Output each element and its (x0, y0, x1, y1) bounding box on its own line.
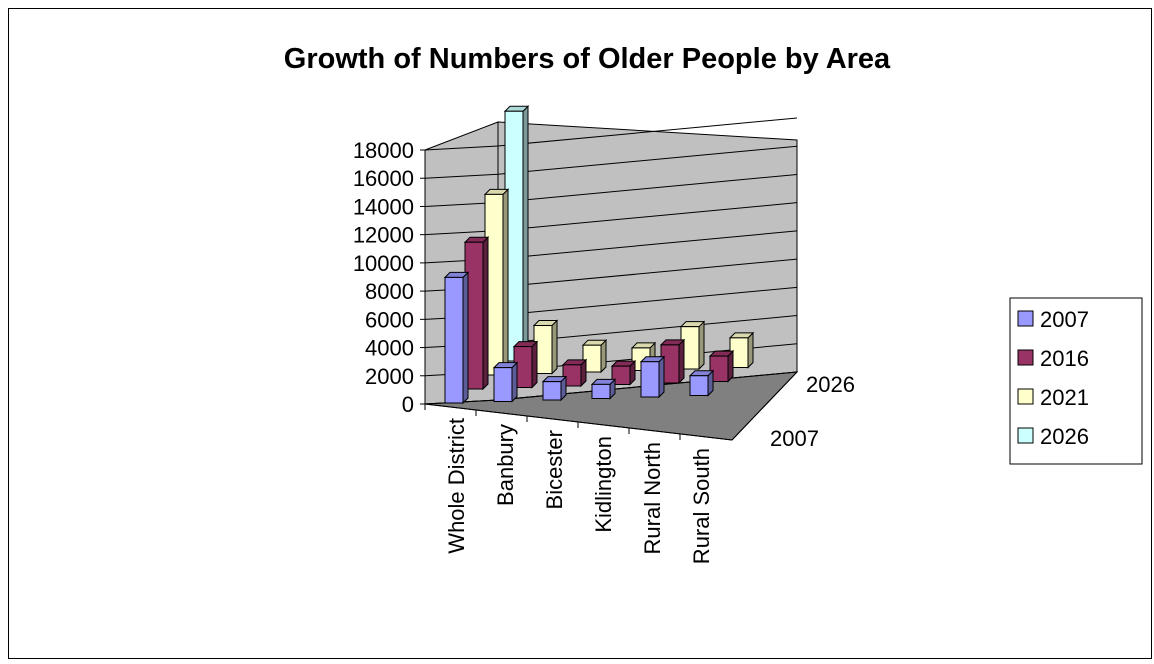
y-tick-label: 10000 (353, 251, 414, 276)
y-tick-label: 8000 (365, 279, 414, 304)
x-tick-label: Bicester (542, 430, 567, 509)
x-axis-labels: Whole District Banbury Bicester Kidlington R… (424, 403, 733, 564)
y-tick-label: 2000 (365, 364, 414, 389)
legend-swatch (1017, 427, 1034, 444)
x-tick-label: Kidlington (591, 436, 616, 533)
bar-whole-district-2026 (503, 105, 530, 363)
y-axis-ticks: 0 2000 4000 6000 8000 10000 12000 14000 16000 180… (353, 138, 425, 417)
legend-swatch (1017, 349, 1034, 366)
bar-rural-south-2007 (688, 369, 715, 397)
legend-item: 2016 (1017, 346, 1089, 371)
bar-rural-south-2016 (708, 349, 735, 383)
bar-whole-district-2016 (463, 236, 490, 391)
legend-label: 2007 (1040, 307, 1089, 332)
grid-line (424, 117, 798, 151)
bar-kidlington-2016 (610, 359, 637, 386)
x-tick-label: Whole District (444, 418, 469, 554)
legend-swatch (1017, 388, 1034, 405)
x-tick-label: Rural North (640, 442, 665, 554)
legend-label: 2016 (1040, 346, 1089, 371)
bar-rural-north-2021 (679, 320, 706, 371)
bar-kidlington-2007 (590, 378, 617, 400)
y-tick-label: 14000 (353, 194, 414, 219)
bar-rural-north-2007 (639, 355, 666, 399)
y-tick-label: 6000 (365, 307, 414, 332)
bar-banbury-2007 (492, 361, 519, 403)
depth-tick-label: 2026 (806, 372, 855, 397)
depth-axis-labels: 2007 2026 (731, 371, 855, 451)
legend-item: 2026 (1017, 424, 1089, 449)
x-tick-label: Rural South (689, 448, 714, 564)
legend-swatch (1017, 310, 1034, 327)
bar-rural-south-2021 (728, 331, 755, 369)
x-tick-label: Banbury (493, 424, 518, 506)
legend-item: 2021 (1017, 385, 1089, 410)
bar-whole-district-2007 (443, 271, 470, 405)
bar-bicester-2016 (561, 358, 588, 388)
depth-tick-label: 2007 (770, 426, 819, 451)
bar-rural-north-2016 (659, 338, 686, 385)
depth-axis-line (731, 371, 798, 441)
bar-bicester-2021 (581, 338, 608, 374)
chart-title: Growth of Numbers of Older People by Are… (284, 43, 891, 75)
grid-line (424, 145, 798, 179)
y-tick-label: 0 (402, 392, 414, 417)
y-tick-label: 4000 (365, 336, 414, 361)
bars (443, 105, 755, 405)
bar-banbury-2016 (512, 340, 539, 389)
legend-item: 2007 (1017, 307, 1089, 332)
y-tick-label: 12000 (353, 223, 414, 248)
y-tick-label: 18000 (353, 138, 414, 163)
legend-label: 2021 (1040, 385, 1089, 410)
y-tick-label: 16000 (353, 166, 414, 191)
legend-label: 2026 (1040, 424, 1089, 449)
legend: 2007 2016 2021 2026 (1009, 297, 1143, 465)
bar-bicester-2007 (541, 375, 568, 402)
